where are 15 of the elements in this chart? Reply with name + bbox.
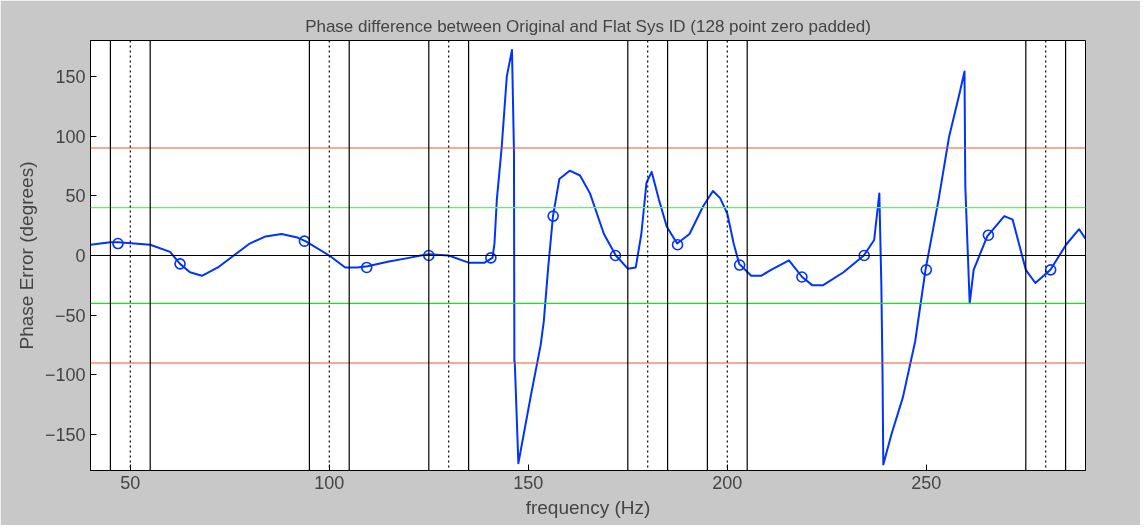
x-tick-label: 50 [120,472,141,493]
y-tick-label: 0 [75,246,86,266]
y-tick-label: −150 [44,425,86,446]
x-tick-label: 250 [911,472,942,493]
y-tick-label: 100 [55,126,86,147]
y-tick-label: 50 [65,186,86,207]
y-tick-label: −100 [44,365,86,386]
y-axis-title: Phase Error (degrees) [15,161,37,350]
x-tick-label: 100 [314,472,345,493]
y-tick-label: −50 [54,305,86,326]
x-tick-label: 150 [513,472,544,493]
x-axis-title: frequency (Hz) [525,496,651,518]
chart-title: Phase difference between Original and Flat Sys ID (128 point zero padded) [305,16,871,36]
y-tick-label: 150 [55,66,86,87]
x-tick-label: 200 [712,472,743,493]
